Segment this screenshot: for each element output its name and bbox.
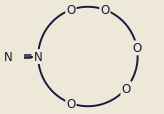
Text: O: O xyxy=(121,82,131,95)
Text: O: O xyxy=(66,97,76,110)
Text: N: N xyxy=(34,51,43,63)
Text: O: O xyxy=(66,4,76,17)
Text: O: O xyxy=(132,42,142,55)
Text: O: O xyxy=(100,4,110,17)
Text: N: N xyxy=(4,51,12,63)
